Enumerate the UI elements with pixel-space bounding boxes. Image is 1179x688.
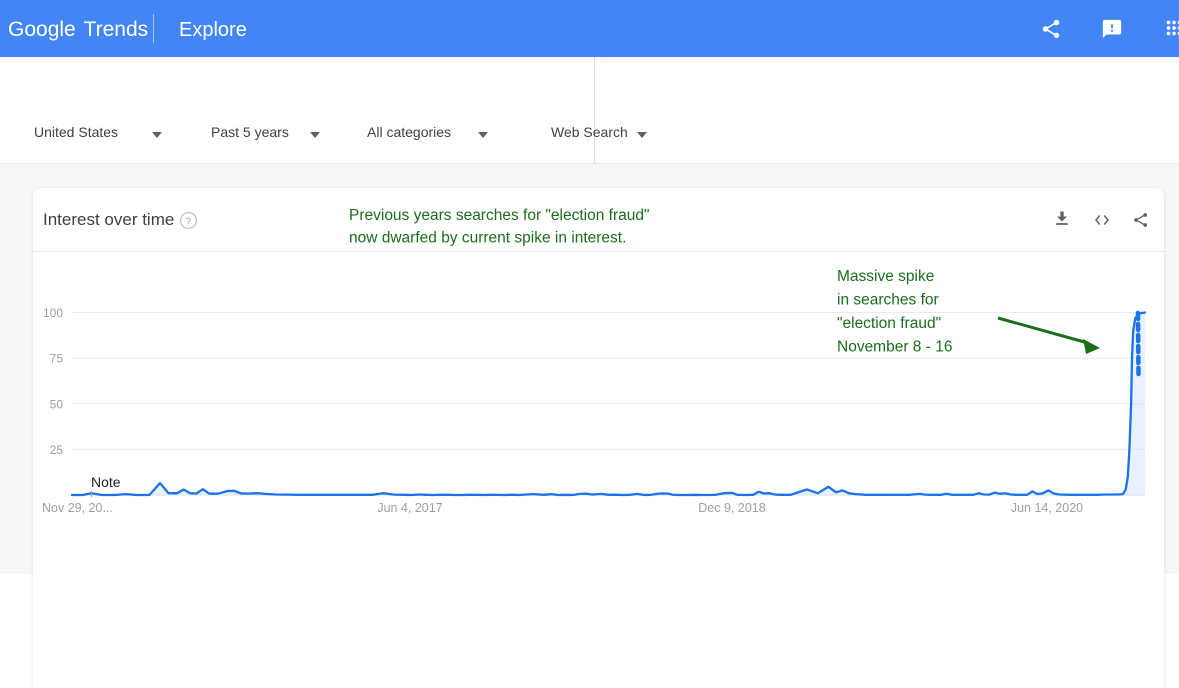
- svg-text:now dwarfed by current spike i: now dwarfed by current spike in interest…: [349, 230, 626, 247]
- svg-text:Note: Note: [91, 474, 121, 490]
- svg-text:Dec 9, 2018: Dec 9, 2018: [698, 501, 765, 515]
- svg-text:November 8 - 16: November 8 - 16: [837, 339, 952, 356]
- svg-text:Jun 4, 2017: Jun 4, 2017: [377, 501, 442, 515]
- svg-text:50: 50: [50, 397, 64, 411]
- svg-text:100: 100: [43, 306, 63, 320]
- svg-text:Massive spike: Massive spike: [837, 268, 934, 285]
- svg-text:Jun 14, 2020: Jun 14, 2020: [1011, 501, 1083, 515]
- svg-text:"election fraud": "election fraud": [837, 315, 941, 332]
- svg-text:Nov 29, 20...: Nov 29, 20...: [42, 501, 113, 515]
- svg-text:Previous years searches for "e: Previous years searches for "election fr…: [349, 207, 649, 224]
- svg-text:75: 75: [50, 352, 64, 366]
- svg-text:in searches for: in searches for: [837, 292, 939, 309]
- svg-text:25: 25: [50, 443, 64, 457]
